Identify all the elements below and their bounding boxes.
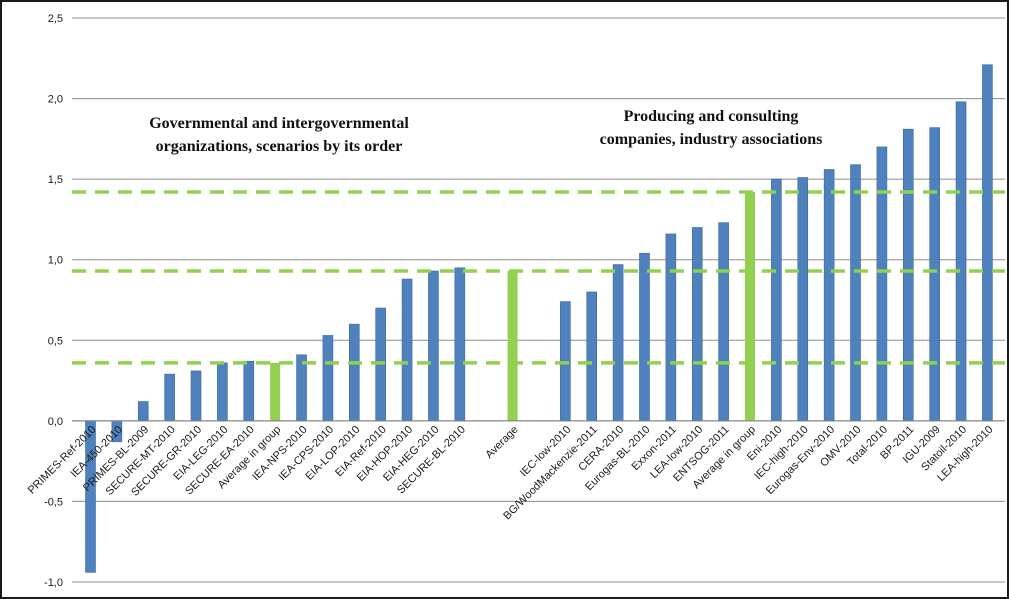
y-tick-label: -1,0: [44, 577, 63, 589]
bar-iec-high-2010-27: [797, 177, 809, 422]
annotation-governmental-line-1: Governmental and intergovernmental: [149, 115, 409, 132]
bar-lea-low-2010-23: [691, 227, 703, 422]
annotation-producing-line-1: Producing and consulting: [624, 108, 799, 125]
y-tick-label: 2,0: [48, 94, 63, 106]
bar-lea-high-2010-34: [982, 64, 993, 422]
bar-average-16: [507, 270, 518, 421]
bar-cera-2010-20: [612, 264, 624, 422]
y-tick-label: 0,5: [48, 335, 63, 347]
bar-total-2010-30: [876, 146, 888, 422]
bar-primes-bl-2009-2: [137, 401, 149, 422]
x-axis-category-labels: PRIMES-Ref-2010IEA-450-2010PRIMES-BL-200…: [26, 424, 996, 523]
bar-secure-mt-2010-3: [164, 373, 175, 422]
reference-lines: [72, 190, 1005, 365]
bar-bp-2011-31: [902, 128, 914, 422]
bar-eia-hop-2010-12: [401, 278, 413, 422]
gridlines: [72, 17, 1005, 583]
bar-omv-2010-29: [850, 164, 861, 422]
bar-eia-leg-2010-5: [217, 362, 228, 422]
bars: [85, 64, 993, 573]
bar-iea-nps-2010-8: [296, 354, 307, 422]
x-tick-label-16: Average: [483, 424, 520, 461]
bar-statoil-2010-33: [955, 101, 967, 422]
y-axis-tick-labels: -1,0 -0,5 0,0 0,5 1,0 1,5 2,0 2,5: [44, 13, 63, 589]
bar-average-in-group-25: [745, 192, 755, 421]
bar-igu-2009-32: [929, 127, 940, 422]
bar-eia-heg-2010-13: [428, 270, 439, 422]
bar-exxon-2011-22: [665, 233, 677, 422]
bar-eurogas-bl-2010-21: [639, 252, 650, 422]
annotation-producing-line-2: companies, industry associations: [600, 131, 823, 148]
y-tick-label: -0,5: [44, 496, 63, 508]
bar-eurogas-env-2010-28: [823, 169, 835, 422]
y-tick-label: 2,5: [48, 13, 63, 25]
y-tick-label: 1,5: [48, 174, 63, 186]
bar-secure-gr-2010-4: [190, 370, 202, 422]
bar-average-in-group-7: [270, 362, 281, 421]
bar-entsog-2011-24: [718, 222, 729, 422]
y-tick-label: 1,0: [48, 255, 63, 267]
bar-secure-bl-2010-14: [454, 267, 466, 422]
bar-eni-2010-26: [771, 178, 782, 422]
bar-bg-woodmackenzie-2011-19: [586, 291, 598, 422]
annotation-governmental-line-2: organizations, scenarios by its order: [156, 138, 403, 155]
bar-secure-ea-2010-6: [243, 360, 255, 422]
y-tick-label: 0,0: [48, 416, 63, 428]
bar-eia-lop-2010-10: [348, 323, 360, 422]
bar-iea-cps-2010-9: [322, 335, 334, 422]
